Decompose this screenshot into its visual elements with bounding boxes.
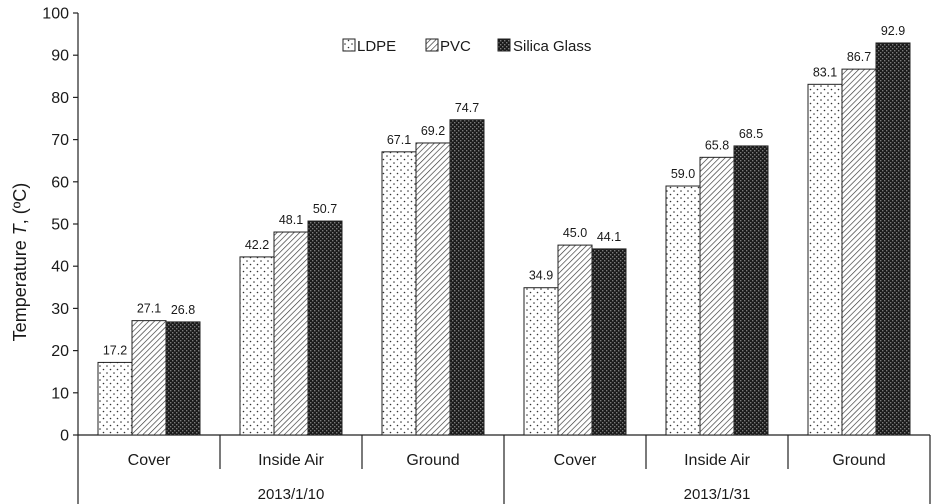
legend-label-pvc: PVC: [440, 38, 471, 55]
legend-item-ldpe: LDPE: [342, 38, 396, 55]
legend-item-pvc: PVC: [425, 38, 471, 55]
bar-pvc: [131, 320, 167, 436]
data-label-silica-glass: 26.8: [171, 303, 195, 317]
bar-silica-glass: [733, 145, 769, 436]
legend-label-silica-glass: Silica Glass: [513, 38, 591, 55]
category-label: Cover: [554, 452, 597, 469]
legend-item-silica-glass: Silica Glass: [497, 38, 591, 55]
data-label-silica-glass: 92.9: [881, 24, 905, 38]
y-tick-label: 30: [51, 301, 69, 318]
bar-pvc: [273, 231, 309, 436]
bars: [97, 42, 911, 436]
bar-silica-glass: [591, 248, 627, 436]
y-axis-title: Temperature T, (ºC): [10, 183, 30, 342]
bar-silica-glass: [307, 220, 343, 436]
legend-swatch-ldpe: [342, 38, 356, 52]
y-tick-label: 100: [42, 6, 69, 23]
bar-silica-glass: [875, 42, 911, 436]
y-tick-label: 40: [51, 259, 69, 276]
x-axis-labels: Cover Inside Air Ground Cover Inside Air Grou…: [77, 435, 931, 504]
category-label: Inside Air: [258, 452, 324, 469]
data-label-ldpe: 42.2: [245, 238, 269, 252]
group-label: 2013/1/31: [684, 486, 751, 503]
data-label-pvc: 48.1: [279, 213, 303, 227]
legend: LDPE PVC Silica Glass: [342, 38, 591, 55]
category-label: Cover: [128, 452, 171, 469]
y-tick-label: 10: [51, 385, 69, 402]
y-tick-label: 70: [51, 132, 69, 149]
data-label-pvc: 45.0: [563, 226, 587, 240]
category-label: Ground: [406, 452, 459, 469]
legend-swatch-silica-glass: [497, 38, 511, 52]
category-label: Ground: [832, 452, 885, 469]
bar-ldpe: [381, 151, 417, 436]
bar-ldpe: [97, 361, 133, 436]
category-label: Inside Air: [684, 452, 750, 469]
data-label-ldpe: 59.0: [671, 167, 695, 181]
data-label-silica-glass: 44.1: [597, 230, 621, 244]
y-tick-label: 80: [51, 90, 69, 107]
y-tick-label: 50: [51, 217, 69, 234]
y-tick-label: 60: [51, 174, 69, 191]
data-label-pvc: 69.2: [421, 124, 445, 138]
bar-pvc: [699, 156, 735, 436]
data-label-silica-glass: 74.7: [455, 101, 479, 115]
data-label-pvc: 65.8: [705, 138, 729, 152]
bar-pvc: [841, 68, 877, 436]
data-label-pvc: 27.1: [137, 302, 161, 316]
bar-pvc: [557, 244, 593, 436]
data-label-pvc: 86.7: [847, 50, 871, 64]
data-labels: 17.2 27.1 26.8 42.2 48.1 50.7 67.1 69.2 74.7 34.9…: [103, 24, 905, 357]
y-tick-label: 20: [51, 343, 69, 360]
y-tick-label: 0: [60, 428, 69, 445]
bar-silica-glass: [449, 119, 485, 436]
data-label-ldpe: 17.2: [103, 343, 127, 357]
data-label-silica-glass: 68.5: [739, 127, 763, 141]
bar-ldpe: [665, 185, 701, 436]
bar-ldpe: [807, 83, 843, 436]
legend-label-ldpe: LDPE: [357, 38, 396, 55]
bar-pvc: [415, 142, 451, 436]
bar-ldpe: [239, 256, 275, 436]
group-label: 2013/1/10: [258, 486, 325, 503]
data-label-silica-glass: 50.7: [313, 202, 337, 216]
y-tick-label: 90: [51, 48, 69, 65]
bar-silica-glass: [165, 321, 201, 436]
data-label-ldpe: 83.1: [813, 65, 837, 79]
legend-swatch-pvc: [425, 38, 439, 52]
data-label-ldpe: 67.1: [387, 133, 411, 147]
bar-ldpe: [523, 287, 559, 436]
data-label-ldpe: 34.9: [529, 269, 553, 283]
